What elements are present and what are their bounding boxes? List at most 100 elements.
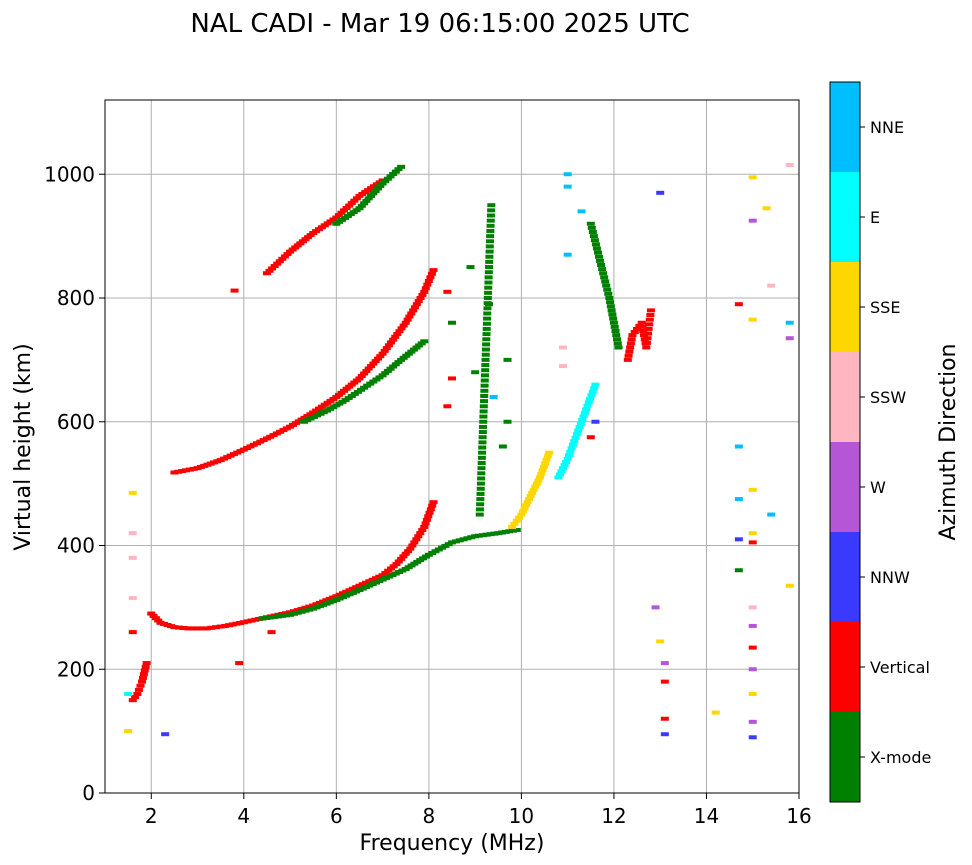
echo-mark-w [748,623,757,628]
echo-mark-vertical [418,528,427,533]
echo-mark-sse [510,521,519,526]
echo-mark-vertical [273,261,282,266]
echo-mark-e [582,407,591,412]
echo-mark-vertical [193,626,202,631]
echo-mark-vertical [397,326,406,331]
echo-mark-vertical [387,340,396,345]
echo-mark-vertical [642,340,651,345]
echo-mark-x-mode [734,568,743,573]
echo-mark-x-mode [599,271,608,276]
echo-mark-x-mode [613,337,622,342]
echo-mark-vertical [230,288,239,293]
echo-mark-vertical [283,252,292,256]
x-tick-label: 4 [237,804,250,828]
echo-mark-ssw [128,555,137,560]
echo-mark-x-mode [604,291,613,296]
colorbar-entry-label: NNW [870,568,910,587]
echo-mark-x-mode [605,296,614,300]
chart-title: NAL CADI - Mar 19 06:15:00 2025 UTC [190,9,689,39]
echo-mark-w [748,667,757,672]
plot-frame [104,99,800,794]
echo-mark-vertical [364,366,373,371]
echo-mark-vertical [410,540,419,545]
echo-mark-x-mode [589,234,598,239]
echo-mark-vertical [624,353,633,358]
echo-mark-vertical [389,337,398,342]
echo-mark-sse [748,531,757,536]
echo-mark-x-mode [598,267,607,272]
echo-mark-vertical [392,562,401,567]
echo-mark-vertical [627,337,636,342]
echo-mark-vertical [355,376,364,381]
echo-mark-x-mode [341,398,350,403]
colorbar-swatch [830,712,860,802]
echo-mark-x-mode [614,345,623,350]
x-tick-label: 10 [509,804,534,828]
echo-mark-vertical [399,323,408,328]
echo-mark-vertical [350,380,359,385]
echo-mark-vertical [401,551,410,556]
echo-mark-x-mode [391,169,400,174]
echo-mark-vertical [412,302,421,307]
echo-mark-x-mode [394,360,403,365]
echo-mark-sse [515,515,524,520]
echo-mark-vertical [420,289,429,294]
echo-mark-vertical [425,510,434,515]
colorbar-label: Azimuth Direction [936,343,961,540]
echo-mark-x-mode [485,239,494,244]
echo-mark-x-mode [480,378,489,383]
echo-mark-vertical [334,213,343,218]
echo-mark-x-mode [355,206,364,211]
echo-mark-x-mode [478,430,487,435]
echo-mark-x-mode [503,419,512,424]
colorbar-swatch [830,532,860,622]
echo-mark-x-mode [477,471,486,476]
y-tick-label: 800 [57,286,95,310]
echo-mark-x-mode [480,383,489,388]
echo-mark-vertical [405,314,414,319]
echo-mark-vertical [378,573,387,578]
echo-mark-x-mode [357,203,366,208]
echo-mark-x-mode [613,341,622,346]
echo-mark-x-mode [606,300,615,305]
echo-mark-x-mode [475,512,484,517]
echo-mark-x-mode [486,223,495,228]
echo-mark-vertical [296,241,305,246]
echo-mark-e [575,425,584,430]
echo-mark-vertical [138,675,147,680]
echo-mark-sse [748,487,757,492]
echo-mark-x-mode [476,491,485,496]
echo-mark-x-mode [480,388,489,393]
colorbar-entry-label: Vertical [870,658,930,677]
echo-mark-nnw [591,419,600,424]
echo-mark-vertical [626,345,635,350]
echo-mark-x-mode [606,304,615,309]
echo-mark-x-mode [402,353,411,358]
echo-mark-sse [541,461,550,466]
echo-mark-x-mode [485,302,494,307]
echo-mark-e [579,414,588,419]
echo-mark-vertical [347,201,356,206]
echo-mark-x-mode [481,352,490,357]
echo-mark-x-mode [481,347,490,352]
echo-mark-x-mode [485,249,494,254]
echo-mark-vertical [626,341,635,346]
echo-mark-x-mode [477,461,486,465]
echo-mark-sse [528,490,537,495]
echo-mark-vertical [643,336,652,341]
x-axis-ticks: 2 4 6 8 10 12 14 16 [145,793,812,828]
echo-mark-nne [785,320,794,325]
echo-mark-vertical [301,237,310,242]
echo-mark-vertical [362,369,371,374]
echo-mark-x-mode [512,528,521,533]
echo-mark-vertical [378,351,387,356]
echo-mark-vertical [443,289,452,294]
echo-mark-x-mode [483,316,492,321]
echo-mark-sse [762,206,771,211]
echo-mark-x-mode [478,440,487,445]
echo-mark-x-mode [486,218,495,223]
echo-mark-vertical [265,268,274,273]
echo-mark-vertical [424,514,433,519]
echo-mark-x-mode [409,347,418,352]
echo-mark-vertical [448,376,456,381]
